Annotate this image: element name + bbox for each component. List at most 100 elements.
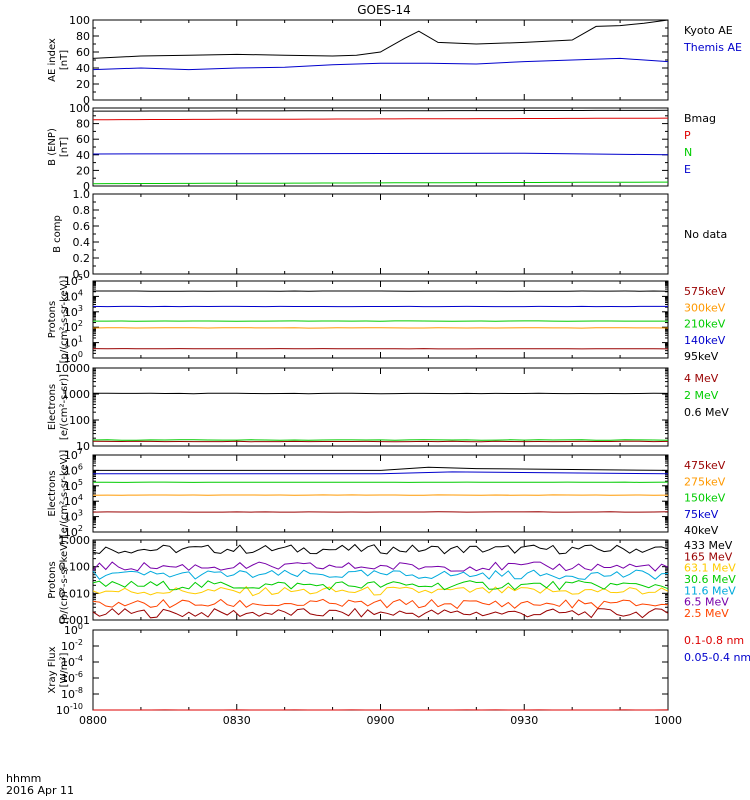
y-tick-label: 10000 xyxy=(55,362,90,375)
series-line-63-1-mev xyxy=(92,585,669,597)
panel-frame xyxy=(92,280,669,359)
y-tick-label: 0.100 xyxy=(59,561,91,574)
series-line-themis-ae xyxy=(92,57,669,71)
y-tick-exponent: 5 xyxy=(78,478,83,487)
y-tick-label: 20 xyxy=(76,78,90,91)
panel-frame xyxy=(92,193,669,275)
y-tick-label: 0.6 xyxy=(73,220,91,233)
series-line-11-6-mev xyxy=(92,569,669,580)
panel-frame xyxy=(92,454,669,533)
legend-entry: 210keV xyxy=(684,318,726,331)
plot-title: GOES-14 xyxy=(357,3,411,17)
y-tick-label: 0.010 xyxy=(59,587,91,600)
y-tick-exponent: 3 xyxy=(78,509,83,518)
y-tick-exponent: 4 xyxy=(78,288,83,297)
legend-entry: 11.6 MeV xyxy=(684,584,736,597)
legend-entry: 150keV xyxy=(684,492,726,505)
y-tick-exponent: 3 xyxy=(78,304,83,313)
time-axis: 0800 0830 0900 0930 1000 xyxy=(79,714,682,727)
legend-entry: 0.05-0.4 nm xyxy=(684,651,750,664)
y-axis-label-line: AE index xyxy=(47,38,58,82)
x-tick-label: 0900 xyxy=(367,714,395,727)
legend-entry: 0.6 MeV xyxy=(684,406,729,419)
y-tick-label: 80 xyxy=(76,30,90,43)
y-tick-label: 100 xyxy=(69,102,90,115)
y-axis-label-line: [e/(cm²-s-sr-keV)] xyxy=(59,450,70,538)
series-line-433-mev xyxy=(92,543,669,555)
y-axis-label-line: [e/(cm²-s-sr)] xyxy=(59,374,70,440)
legend-entry: 475keV xyxy=(684,459,726,472)
legend-entry: 6.5 MeV xyxy=(684,596,729,609)
y-axis-label: B comp xyxy=(52,215,63,253)
x-tick-label: 0800 xyxy=(79,714,107,727)
y-tick-label: 0.8 xyxy=(73,204,91,217)
series-line-0-6-mev xyxy=(92,392,669,395)
series-line-kyoto-ae xyxy=(92,19,669,59)
y-tick-exponent: -2 xyxy=(75,638,83,647)
y-tick-exponent: 1 xyxy=(78,335,83,344)
panel-frame xyxy=(92,539,669,621)
y-tick-label: 0 xyxy=(83,94,90,107)
y-tick-label: 20 xyxy=(76,164,90,177)
y-axis-label: Protons[p/(cm²-s-sr-keV)] xyxy=(47,276,70,364)
series-line-6-5-mev xyxy=(92,561,669,572)
series-line-n xyxy=(92,181,668,185)
y-axis-label-line: Protons xyxy=(47,561,58,598)
series-line-30-6-mev xyxy=(92,580,669,591)
legend-entry: 0.1-0.8 nm xyxy=(684,634,744,647)
y-tick-exponent: 2 xyxy=(78,524,83,533)
legend-entry: 2.5 MeV xyxy=(684,607,729,620)
y-axis-label: Electrons[e/(cm²-s-sr)] xyxy=(47,374,70,440)
y-axis-label-line: [W/m²] xyxy=(59,652,70,687)
panel-frame xyxy=(92,629,669,711)
y-axis-label: Xray Flux[W/m²] xyxy=(47,646,70,693)
y-tick-label: 0.4 xyxy=(73,236,91,249)
legend-entry: Themis AE xyxy=(683,41,742,54)
legend-entry: 140keV xyxy=(684,334,726,347)
y-axis-label-line: Protons xyxy=(47,301,58,338)
y-tick-exponent: 0 xyxy=(78,622,83,631)
series-line-165-mev xyxy=(92,607,669,619)
legend-entry: 275keV xyxy=(684,475,726,488)
y-tick-exponent: -10 xyxy=(70,702,83,711)
y-axis-label: Electrons[e/(cm²-s-sr-keV)] xyxy=(47,450,70,538)
legend-entry: N xyxy=(684,146,692,159)
legend-entry: E xyxy=(684,163,691,176)
y-tick-exponent: 2 xyxy=(78,319,83,328)
panel-electrons_low: 102103104105106107Electrons[e/(cm²-s-sr-… xyxy=(47,447,726,539)
legend-entry: 433 MeV xyxy=(684,539,733,552)
y-tick-exponent: 5 xyxy=(78,273,83,282)
legend-entry: 30.6 MeV xyxy=(684,573,736,586)
y-axis-label-line: B (ENP) xyxy=(47,128,58,166)
y-tick-exponent: 7 xyxy=(78,447,83,456)
y-axis-label-line: Electrons xyxy=(47,470,58,516)
legend-entry: 63.1 MeV xyxy=(684,562,736,575)
y-tick-label: 0.0 xyxy=(73,268,91,281)
series-line-2-5-mev xyxy=(92,598,669,610)
y-tick-label: 10-2 xyxy=(61,638,83,653)
legend-entry: 2 MeV xyxy=(684,389,719,402)
y-tick-exponent: -6 xyxy=(75,670,83,679)
legend-entry: 95keV xyxy=(684,350,719,363)
series-line-p xyxy=(93,117,669,121)
panel-bcomp: 0.0 0.2 0.4 0.6 0.8 1.0 B comp No data xyxy=(52,188,727,281)
x-tick-label: 0830 xyxy=(223,714,251,727)
y-tick-label: 0 xyxy=(83,180,90,193)
y-tick-label: 40 xyxy=(76,62,90,75)
y-axis-label-line: [nT] xyxy=(59,50,70,70)
legend-entry: P xyxy=(684,129,691,142)
y-tick-label: 80 xyxy=(76,118,90,131)
x-tick-label: 1000 xyxy=(654,714,682,727)
y-tick-exponent: -8 xyxy=(75,686,83,695)
series-line-4-mev xyxy=(92,440,669,443)
legend-entry: No data xyxy=(684,228,727,241)
legend-entry: 4 MeV xyxy=(684,372,719,385)
y-tick-label: 60 xyxy=(76,133,90,146)
y-axis-label-line: Electrons xyxy=(47,384,58,430)
y-tick-label: 100 xyxy=(69,14,90,27)
y-axis-label-line: [p/(cm²-s-sr-keV)] xyxy=(59,276,70,364)
y-tick-label: 10 xyxy=(76,440,90,453)
